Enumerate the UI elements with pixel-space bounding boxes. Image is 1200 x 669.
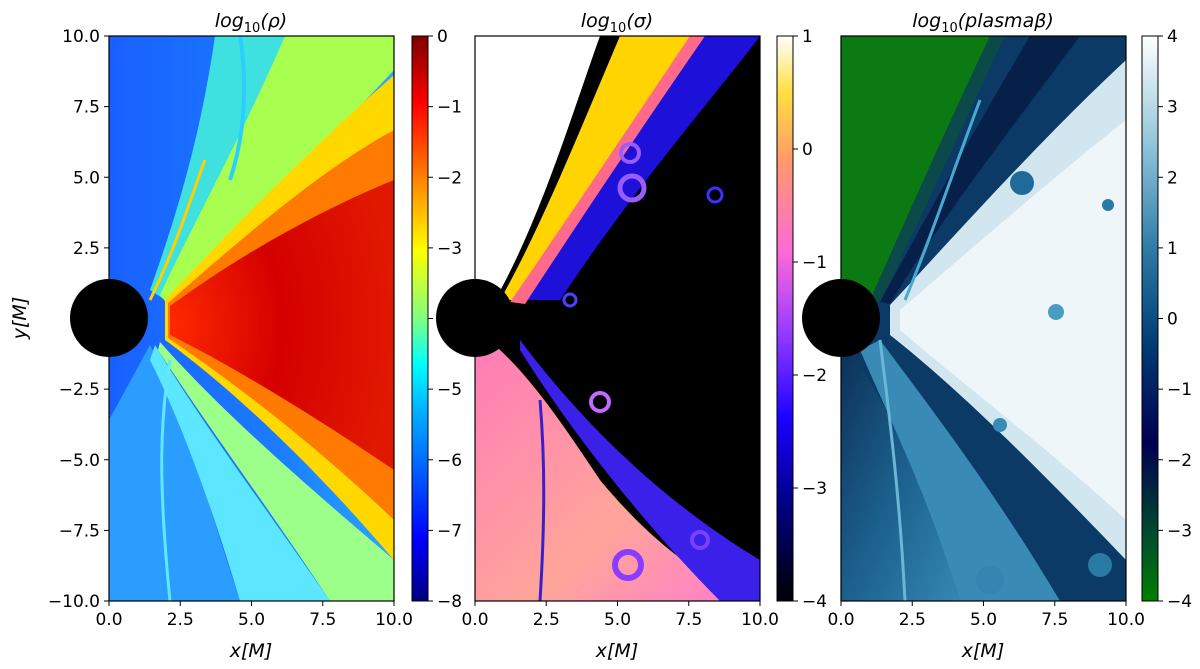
colorbar-tick-label: 4 (1167, 27, 1178, 47)
panel-magnetization: log10(σ) 0.0 2.5 5.0 7.5 10.0 x[M] 10−1−2−3−… (436, 10, 827, 662)
x-axis: 0.0 2.5 5.0 7.5 10.0 (95, 601, 413, 630)
x-tick-label: 5.0 (970, 610, 997, 630)
title-post: (σ) (626, 10, 653, 32)
colorbar-ticks: 4 3 2 1 0 −1 −2 −3 −4 (1158, 27, 1192, 612)
panel-plasma-beta: log10(plasmaβ) 0.0 2.5 5.0 7.5 10.0 x[M] 432… (802, 10, 1192, 662)
y-axis-label: y[M] (9, 297, 31, 340)
panel-density: log10(ρ) 0.0 2.5 5.0 7.5 10.0 10.07.55.02.50… (9, 10, 462, 662)
x-tick-label: 7.5 (309, 610, 336, 630)
y-axis: 10.0 7.5 5.0 2.5 0.0 −2.5 −5.0 −7.5 −10.0 (48, 27, 109, 612)
colorbar-tick-label: −7 (437, 521, 462, 541)
y-tick-label: 10.0 (62, 27, 100, 47)
magnetization-heatmap (475, 36, 760, 601)
y-tick-label: −10.0 (48, 592, 100, 612)
y-tick-label: 7.5 (73, 98, 100, 118)
y-tick-label: 2.5 (73, 239, 100, 259)
colorbar-tick-label: −2 (802, 366, 827, 386)
x-tick-label: 7.5 (675, 610, 702, 630)
x-tick-label: 10.0 (1107, 610, 1145, 630)
colorbar-tick-label: −3 (802, 479, 827, 499)
colorbar-tick-label: −3 (1167, 521, 1192, 541)
x-tick-label: 2.5 (533, 610, 560, 630)
x-axis-label: x[M] (595, 640, 638, 662)
title-pre: log (912, 10, 941, 32)
x-tick-label: 10.0 (375, 610, 413, 630)
colorbar-tick-label: −6 (437, 451, 462, 471)
colorbar-tick-label: 3 (1167, 98, 1178, 118)
density-heatmap (109, 36, 394, 601)
title-sub: 10 (244, 21, 261, 36)
colorbar-tick-label: −4 (1167, 592, 1192, 612)
colorbar-tick-label: −8 (437, 592, 462, 612)
x-axis-label: x[M] (961, 640, 1004, 662)
panel-title: log10(ρ) (215, 10, 287, 36)
x-tick-label: 0.0 (461, 610, 488, 630)
colorbar-tick-label: −3 (437, 239, 462, 259)
colorbar-tick-label: −2 (1167, 451, 1192, 471)
y-tick-label: −5.0 (59, 451, 100, 471)
x-tick-label: 5.0 (604, 610, 631, 630)
x-tick-label: 7.5 (1041, 610, 1068, 630)
colorbar-tick-label: 0 (1167, 310, 1178, 330)
y-tick-label: −2.5 (59, 380, 100, 400)
svg-text:log10(plasmaβ): log10(plasmaβ) (912, 10, 1054, 36)
colorbar (1141, 35, 1159, 602)
x-tick-label: 2.5 (899, 610, 926, 630)
colorbar-tick-label: −4 (802, 592, 827, 612)
y-tick-label: −7.5 (59, 521, 100, 541)
title-sub: 10 (941, 21, 958, 36)
x-tick-label: 0.0 (827, 610, 854, 630)
colorbar-tick-label: −5 (437, 380, 462, 400)
title-post: (plasmaβ) (958, 10, 1054, 32)
x-axis: 0.0 2.5 5.0 7.5 10.0 (827, 601, 1145, 630)
x-axis: 0.0 2.5 5.0 7.5 10.0 (461, 601, 779, 630)
colorbar-tick-label: −1 (802, 253, 827, 273)
x-tick-label: 5.0 (238, 610, 265, 630)
x-axis-label: x[M] (229, 640, 272, 662)
colorbar-tick-label: −1 (1167, 380, 1192, 400)
y-tick-label: 5.0 (73, 168, 100, 188)
plasma-beta-heatmap (841, 36, 1126, 601)
title-post: (ρ) (260, 10, 287, 32)
x-tick-label: 10.0 (741, 610, 779, 630)
x-tick-label: 0.0 (95, 610, 122, 630)
colorbar-tick-label: 2 (1167, 168, 1178, 188)
colorbar (411, 35, 429, 602)
title-pre: log (215, 10, 244, 32)
colorbar-tick-label: 1 (802, 27, 813, 47)
title-sub: 10 (610, 21, 627, 36)
colorbar-tick-label: 0 (437, 27, 448, 47)
colorbar-tick-label: 0 (802, 140, 813, 160)
x-tick-label: 2.5 (167, 610, 194, 630)
colorbar-tick-label: −2 (437, 168, 462, 188)
colorbar-tick-label: −1 (437, 98, 462, 118)
colorbar-ticks: 1 0 −1 −2 −3 −4 (793, 27, 827, 612)
panel-title: log10(plasmaβ) (912, 10, 1054, 36)
title-pre: log (581, 10, 610, 32)
panel-title: log10(σ) (581, 10, 653, 36)
colorbar (776, 35, 794, 602)
svg-text:log10(ρ): log10(ρ) (215, 10, 287, 36)
svg-text:log10(σ): log10(σ) (581, 10, 653, 36)
colorbar-tick-label: 1 (1167, 239, 1178, 259)
y-tick-label: 0.0 (73, 310, 100, 330)
